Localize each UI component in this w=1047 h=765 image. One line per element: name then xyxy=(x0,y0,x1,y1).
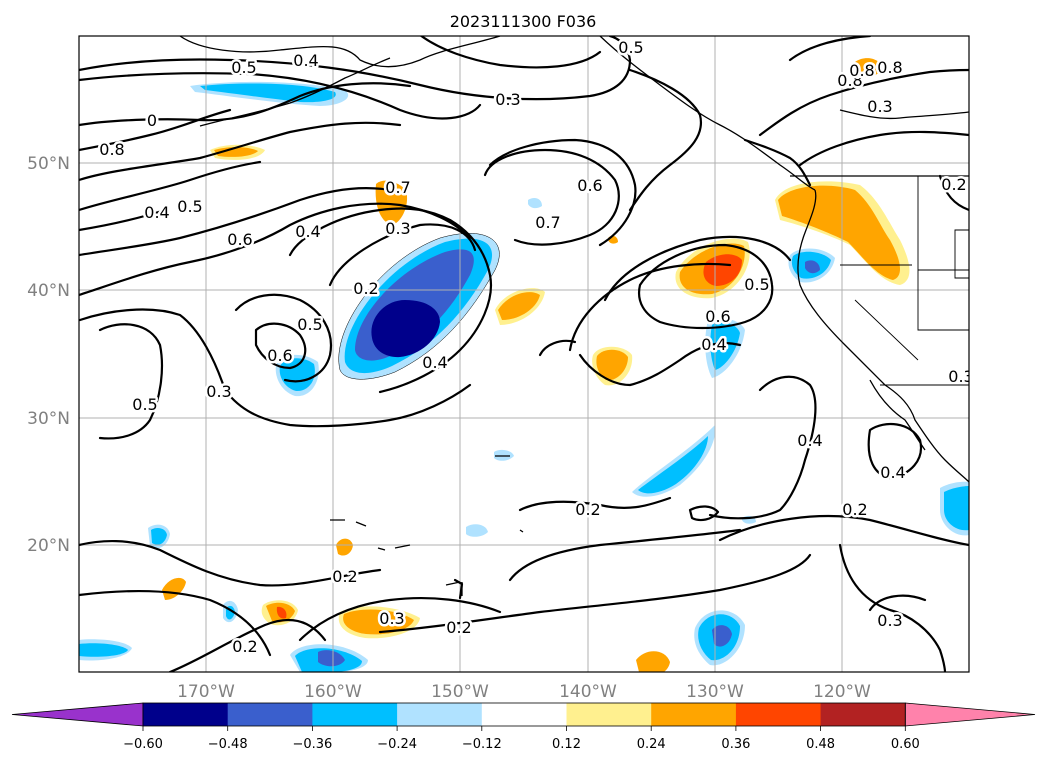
latitude-labels: 50°N 40°N 30°N 20°N xyxy=(27,154,70,556)
colorbar-tick-label: 0.48 xyxy=(806,737,835,752)
contour-label: 0.3 xyxy=(948,367,973,386)
colorbar-bin xyxy=(735,703,822,726)
lon-label: 170°W xyxy=(177,682,235,702)
contour-label: 0 xyxy=(147,111,157,130)
contour-labels: 0.5 0.4 0.5 0.3 0.8 0.8 0.8 0.3 0 0.8 0.… xyxy=(97,36,973,659)
contour-label: 0.4 xyxy=(422,353,447,372)
lon-label: 130°W xyxy=(686,682,744,702)
colorbar-bin xyxy=(651,703,737,726)
contour-label: 0.5 xyxy=(297,315,322,334)
map-title: 2023111300 F036 xyxy=(450,12,597,31)
contour-label: 0.2 xyxy=(232,637,257,656)
contour-label: 0.3 xyxy=(495,90,520,109)
colorbar-tick-label: 0.36 xyxy=(721,737,750,752)
contour-label: 0.3 xyxy=(867,97,892,116)
lon-label: 160°W xyxy=(304,682,362,702)
contour-label: 0.6 xyxy=(227,230,252,249)
colorbar-tick-label: −0.60 xyxy=(123,737,163,752)
contour-label: 0.5 xyxy=(744,275,769,294)
lat-label: 30°N xyxy=(27,409,70,429)
colorbar-tick-label: −0.36 xyxy=(292,737,332,752)
contour-label: 0.4 xyxy=(797,431,822,450)
longitude-labels: 170°W 160°W 150°W 140°W 130°W 120°W xyxy=(177,682,871,702)
contour-label: 0.2 xyxy=(575,500,600,519)
colorbar-bin xyxy=(566,703,652,726)
contour-label: 0.6 xyxy=(705,307,730,326)
contour-label: 0.8 xyxy=(99,140,124,159)
contours xyxy=(79,36,969,672)
map-area: 0.5 0.4 0.5 0.3 0.8 0.8 0.8 0.3 0 0.8 0.… xyxy=(79,36,973,672)
lon-label: 120°W xyxy=(813,682,871,702)
lon-label: 140°W xyxy=(559,682,617,702)
colorbar-bin xyxy=(312,703,398,726)
colorbar-frame xyxy=(142,702,906,727)
contour-label: 0.2 xyxy=(353,279,378,298)
colorbar-bin xyxy=(820,703,906,726)
contour-label: 0.7 xyxy=(535,213,560,232)
colorbar-bin xyxy=(397,703,483,726)
colorbar-extend-high xyxy=(904,702,1036,727)
contour-label: 0.4 xyxy=(701,335,726,354)
colorbar-tick-label: 0.12 xyxy=(552,737,581,752)
coastlines xyxy=(179,36,969,596)
colorbar-tick-label: 0.24 xyxy=(637,737,666,752)
colorbar-bin xyxy=(481,703,567,726)
contour-label: 0.5 xyxy=(618,38,643,57)
lat-label: 20°N xyxy=(27,536,70,556)
contour-label: 0.8 xyxy=(837,71,862,90)
contour-label: 0.2 xyxy=(446,618,471,637)
contour-label: 0.5 xyxy=(177,197,202,216)
contour-label: 0.8 xyxy=(877,58,902,77)
contour-label: 0.3 xyxy=(206,382,231,401)
contour-label: 0.3 xyxy=(379,609,404,628)
lat-label: 50°N xyxy=(27,154,70,174)
contour-label: 0.5 xyxy=(132,395,157,414)
colorbar-tick-label: −0.48 xyxy=(208,737,248,752)
lon-label: 150°W xyxy=(431,682,489,702)
contour-label: 0.2 xyxy=(332,567,357,586)
colorbar-extend-low xyxy=(11,702,144,727)
colorbar-tick-label: −0.12 xyxy=(462,737,502,752)
colorbar: −0.60 −0.48 −0.36 −0.24 −0.12 0.12 0.24 0.36 0.4… xyxy=(11,702,1036,752)
negative-anomaly-navy xyxy=(371,300,440,358)
colorbar-bin xyxy=(227,703,313,726)
contour-label: 0.4 xyxy=(144,203,169,222)
contour-label: 0.8 xyxy=(849,61,874,80)
contour-label: 0.6 xyxy=(577,176,602,195)
contour-label: 0.6 xyxy=(267,346,292,365)
colorbar-tick-label: 0.60 xyxy=(891,737,920,752)
graticule xyxy=(79,36,969,672)
contour-label: 0.5 xyxy=(231,58,256,77)
colorbar-tick-label: −0.24 xyxy=(377,737,417,752)
contour-label: 0.3 xyxy=(385,219,410,238)
contour-label: 0.4 xyxy=(293,51,318,70)
contour-label: 0.3 xyxy=(877,611,902,630)
lat-label: 40°N xyxy=(27,281,70,301)
contour-label: 0.2 xyxy=(842,500,867,519)
colorbar-bin xyxy=(143,703,229,726)
contour-label: 0.2 xyxy=(941,175,966,194)
contour-label: 0.7 xyxy=(385,178,410,197)
contour-label: 0.4 xyxy=(880,463,905,482)
map-frame xyxy=(78,35,970,673)
contour-label: 0.4 xyxy=(295,222,320,241)
